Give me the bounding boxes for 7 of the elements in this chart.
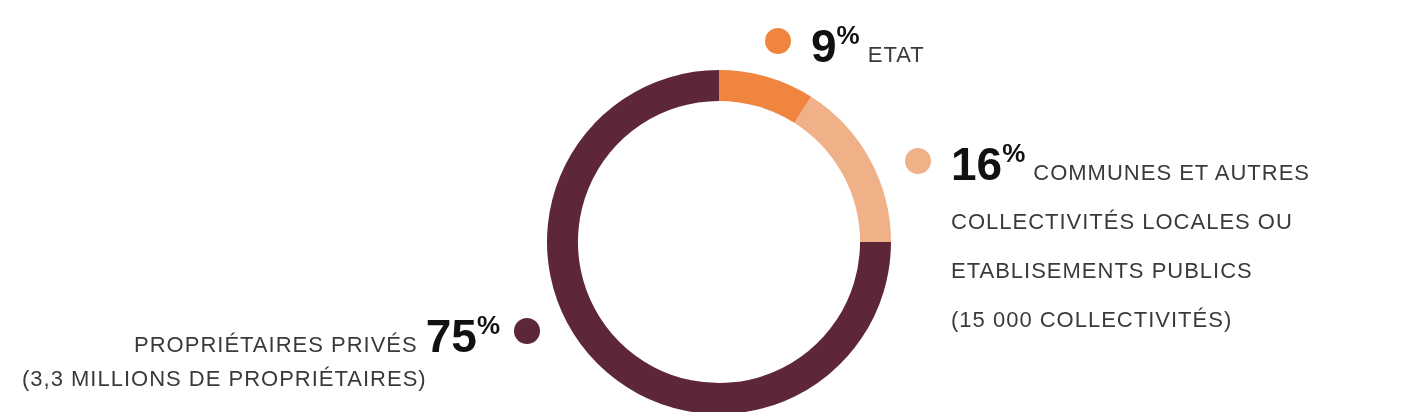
- text: (15 000 COLLECTIVITÉS): [951, 306, 1234, 334]
- data-label: 9$^{%}$: [811, 19, 860, 72]
- slice-label: ETAT: [867, 42, 925, 68]
- data-label: 16$^{%}$: [951, 138, 1026, 190]
- data-label: 75$^{%}$: [425, 309, 500, 362]
- slice-label: PROPRIÉTAIRES PRIVÉS: [134, 332, 418, 358]
- text: (3,3 MILLIONS DE PROPRIÉTAIRES): [22, 366, 427, 392]
